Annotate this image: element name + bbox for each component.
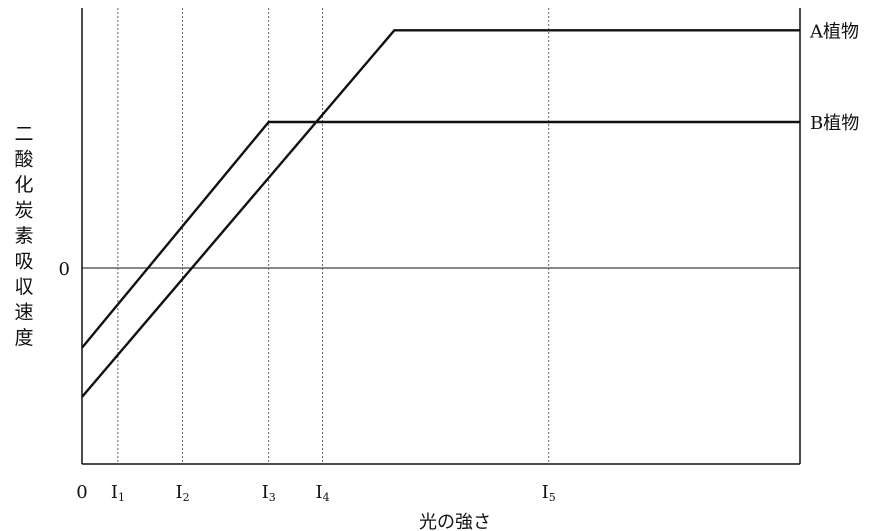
y-axis-label-char: 酸 [14, 149, 33, 171]
y-axis-label-char: 化 [14, 174, 33, 196]
series-line-b [81, 120, 800, 349]
series-lines [81, 29, 800, 398]
x-marker-lines [117, 8, 550, 464]
y-axis-label-char: 度 [14, 327, 33, 349]
y-axis-label-char: 吸 [14, 251, 33, 273]
x-marker-label-5: I5 [542, 482, 556, 504]
x-marker-label-3: I3 [262, 482, 276, 504]
x-marker-label-1: I1 [111, 482, 125, 504]
y-axis-label-char: 炭 [14, 200, 33, 222]
x-marker-label-4: I4 [315, 482, 329, 504]
x-marker-label-2: I2 [175, 482, 189, 504]
y-axis-label-char: 速 [14, 302, 33, 324]
labels: 0 0 光の強さ [59, 259, 491, 531]
x-marker-labels: I1 I2 I3 I4 I5 [111, 482, 556, 504]
y-zero-label: 0 [59, 259, 70, 280]
series-line-a [81, 29, 800, 398]
y-axis-label-char: 素 [14, 225, 33, 247]
y-axis-label-char: 二 [14, 123, 33, 145]
y-axis-label-char: 収 [14, 276, 33, 298]
plot-frame [81, 8, 801, 465]
x-axis-label: 光の強さ [419, 512, 491, 531]
series-label-a: A植物 [809, 21, 859, 42]
x-origin-label: 0 [76, 482, 87, 503]
series-labels: A植物 B植物 [809, 21, 859, 134]
series-label-b: B植物 [810, 113, 859, 134]
